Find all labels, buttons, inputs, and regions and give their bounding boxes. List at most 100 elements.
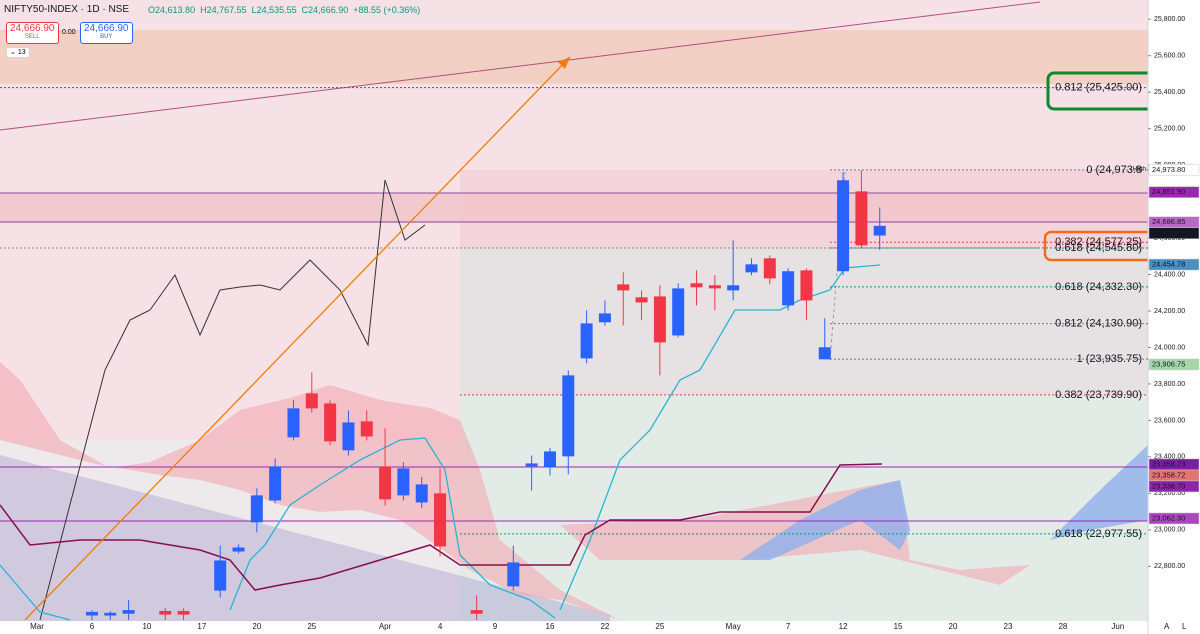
ohlc-high: H24,767.55 <box>200 4 247 15</box>
price-tag-box <box>1148 258 1200 271</box>
x-tick-label: 20 <box>949 622 958 631</box>
ohlc-change: +88.55 (+0.36%) <box>353 4 421 15</box>
price-tag-label: 23,062.30 <box>1152 513 1185 522</box>
x-tick-label: 20 <box>252 622 261 631</box>
candle-body <box>360 421 373 437</box>
sell-label: SELL <box>24 34 40 40</box>
x-tick-label: 25 <box>655 622 664 631</box>
x-tick-label: 12 <box>839 622 848 631</box>
x-tick-label: 10 <box>142 622 151 631</box>
price-tag: 24,454.78 <box>1148 258 1200 271</box>
buy-price: 24,666.90 <box>84 23 129 34</box>
x-tick-label: 28 <box>1058 622 1067 631</box>
candle-body <box>727 285 740 291</box>
price-tag-label: 24,666.90 <box>1152 228 1185 237</box>
y-tick-label: 25,400.00 <box>1154 89 1185 96</box>
price-tag-box <box>1148 227 1200 239</box>
fib-label: 0.812 (25,425.00) <box>1055 82 1142 94</box>
price-tag-label: 24,454.78 <box>1152 260 1185 269</box>
price-tag-box <box>1148 164 1200 176</box>
candle-body <box>507 562 520 587</box>
drawings <box>0 1 1200 621</box>
indicator-toggle[interactable]: ⌄ 13 <box>6 47 30 58</box>
candle-body <box>232 547 245 552</box>
buy-button[interactable]: 24,666.90 BUY <box>80 22 133 44</box>
y-tick-label: 23,800.00 <box>1154 381 1185 388</box>
time-axis <box>0 621 1148 634</box>
candle-body <box>287 408 300 438</box>
candle-body <box>562 375 575 457</box>
y-tick-label: 24,200.00 <box>1154 308 1185 315</box>
candle-body <box>379 466 392 500</box>
candle-body <box>635 297 648 303</box>
candle-body <box>434 493 447 547</box>
x-tick-label: Jun <box>1111 622 1124 631</box>
y-tick-label: 24,000.00 <box>1154 344 1185 351</box>
sell-price: 24,666.90 <box>10 23 55 34</box>
y-tick-label: 25,200.00 <box>1154 125 1185 132</box>
ohlc-low: L24,535.55 <box>251 4 297 15</box>
y-tick-label: 25,800.00 <box>1154 16 1185 23</box>
background <box>0 0 1148 621</box>
candle-body <box>782 271 795 306</box>
y-tick-label: 23,200.00 <box>1154 490 1185 497</box>
candle-body <box>342 422 355 451</box>
x-tick-label: 25 <box>307 622 316 631</box>
log-scale[interactable]: L <box>1182 622 1187 631</box>
price-tag-label: 23,338.70 <box>1152 481 1185 490</box>
symbol[interactable]: NIFTY50-INDEX · 1D · NSE <box>4 4 130 15</box>
candle-body <box>690 283 703 288</box>
candle-body <box>269 466 282 501</box>
price-tag: 23,906.75 <box>1148 358 1200 371</box>
candle-body <box>324 403 337 442</box>
price-tag-box <box>1148 480 1200 493</box>
fib-label: 0.382 (24,577.25) <box>1055 236 1142 248</box>
price-tag-box <box>1148 512 1200 525</box>
x-tick-label: 6 <box>90 622 95 631</box>
x-tick-label: 17 <box>197 622 206 631</box>
candle-body <box>873 225 886 236</box>
x-tick-label: 9 <box>493 622 498 631</box>
x-tick-label: 16 <box>546 622 555 631</box>
y-tick-label: 25,600.00 <box>1154 53 1185 60</box>
candle-body <box>800 270 813 301</box>
candle-body <box>177 610 190 615</box>
candle-body <box>837 180 850 272</box>
candle-body <box>580 323 593 359</box>
price-tag-label: 24,973.80 <box>1152 165 1185 174</box>
x-tick-label: 23 <box>1004 622 1013 631</box>
ohlc-close: C24,666.90 <box>301 4 349 15</box>
price-tag: 24,686.85 <box>1148 216 1200 228</box>
candle-body <box>543 451 556 468</box>
candle-body <box>763 258 776 279</box>
candle-body <box>855 191 868 246</box>
candle-body <box>214 560 227 591</box>
legend: NIFTY50-INDEX · 1D · NSE O24,613.80 H24,… <box>4 4 420 15</box>
price-tag: 24,973.80 <box>1148 164 1200 176</box>
spread: 0.00 <box>62 29 76 36</box>
price-tag-label: 24,851.90 <box>1152 187 1185 196</box>
price-tag-note: High <box>1133 166 1147 173</box>
x-tick-label: May <box>726 622 741 631</box>
x-tick-label: Apr <box>379 622 392 631</box>
candle-body <box>159 610 172 615</box>
fib-label: 0.618 (24,332.30) <box>1055 281 1142 293</box>
price-tag: 24,666.90 <box>1148 227 1200 239</box>
price-axis <box>1148 0 1200 634</box>
candle-body <box>250 495 263 523</box>
x-tick-label: 7 <box>786 622 791 631</box>
y-tick-label: 22,800.00 <box>1154 563 1185 570</box>
auto-scale[interactable]: A <box>1164 622 1170 631</box>
fib-label: 0.618 (22,977.55) <box>1055 528 1142 540</box>
candle-body <box>818 347 831 360</box>
fib-label: 0 (24,973.8 <box>1086 164 1142 176</box>
sell-button[interactable]: 24,666.90 SELL <box>6 22 59 44</box>
candle-body <box>104 612 117 616</box>
y-tick-label: 23,000.00 <box>1154 527 1185 534</box>
price-tag-label: 23,358.73 <box>1152 459 1185 468</box>
candle-body <box>617 284 630 291</box>
price-tag: 23,062.30 <box>1148 512 1200 525</box>
price-tag-label: 24,686.85 <box>1152 217 1185 226</box>
